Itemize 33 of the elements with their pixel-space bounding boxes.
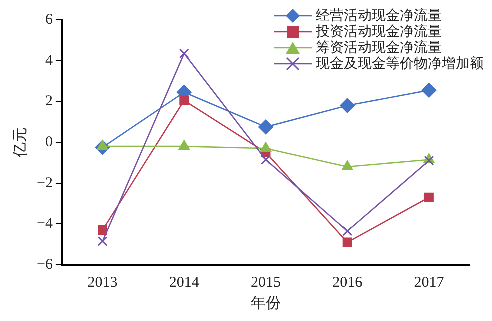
y-tick-label: −6 xyxy=(36,256,54,273)
legend-label: 现金及现金等价物净增加额 xyxy=(316,56,484,72)
point xyxy=(98,226,108,236)
point xyxy=(342,226,353,236)
x-tick-label: 2017 xyxy=(414,274,445,291)
y-tick-label: 4 xyxy=(45,52,54,69)
legend-label: 经营活动现金净流量 xyxy=(316,8,442,24)
point xyxy=(179,48,190,59)
point xyxy=(98,236,108,247)
y-axis-title: 亿元 xyxy=(10,128,29,158)
point xyxy=(180,96,190,106)
x-tick-label: 2015 xyxy=(250,274,281,291)
point xyxy=(258,120,274,135)
x-tick-label: 2013 xyxy=(88,274,118,291)
y-tick-label: −4 xyxy=(36,216,54,232)
point xyxy=(422,82,437,98)
y-tick-label: −2 xyxy=(36,175,53,192)
point xyxy=(178,140,190,150)
x-tick-label: 2014 xyxy=(169,274,200,291)
x-axis-title: 年份 xyxy=(250,294,281,312)
y-tick-label: 6 xyxy=(45,12,54,28)
x-tick-label: 2016 xyxy=(332,274,364,291)
point xyxy=(260,154,271,165)
legend-label: 筹资活动现金净流量 xyxy=(316,40,442,56)
y-tick-label: 2 xyxy=(45,94,53,110)
y-tick-label: 0 xyxy=(45,134,53,150)
legend-label: 投资活动现金净流量 xyxy=(316,24,442,40)
point xyxy=(424,192,434,202)
point xyxy=(424,156,434,166)
point xyxy=(340,98,356,114)
point xyxy=(342,238,352,248)
point xyxy=(260,142,272,152)
point xyxy=(342,160,354,170)
